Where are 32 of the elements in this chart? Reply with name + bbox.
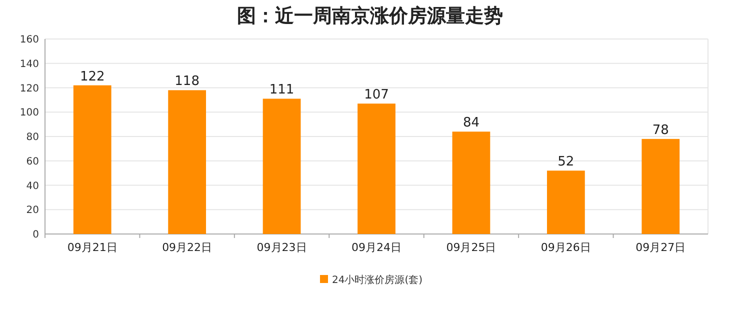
data-label: 52 <box>558 154 574 170</box>
bar <box>73 85 112 234</box>
bar <box>262 98 301 234</box>
x-tick-label: 09月24日 <box>352 241 402 254</box>
x-tick-label: 09月21日 <box>67 241 118 254</box>
y-tick-label: 100 <box>20 108 39 119</box>
chart-title: 图：近一周南京涨价房源量走势 <box>237 5 503 27</box>
y-tick-label: 20 <box>26 205 39 216</box>
bar <box>546 170 585 234</box>
bar <box>358 104 396 234</box>
data-label: 107 <box>364 88 389 103</box>
bar <box>452 132 490 234</box>
y-tick-label: 40 <box>26 180 39 192</box>
x-tick-label: 09月27日 <box>636 241 686 254</box>
bar <box>168 90 206 234</box>
y-tick-label: 0 <box>32 230 39 240</box>
data-label: 118 <box>174 74 200 90</box>
data-label: 111 <box>269 82 294 98</box>
data-label: 78 <box>652 122 669 138</box>
y-tick-label: 120 <box>20 83 39 94</box>
y-tick-label: 160 <box>20 34 39 46</box>
x-tick-label: 09月22日 <box>162 241 212 254</box>
y-tick-label: 80 <box>26 132 39 143</box>
x-tick-label: 09月23日 <box>256 241 307 254</box>
x-tick-label: 09月26日 <box>540 241 591 254</box>
x-tick-label: 09月25日 <box>446 241 496 254</box>
bar <box>642 138 680 234</box>
data-label: 84 <box>462 116 480 131</box>
legend-label: 24小时涨价房源(套) <box>332 274 423 286</box>
y-tick-label: 140 <box>20 58 39 70</box>
data-label: 122 <box>80 69 105 84</box>
y-tick-label: 60 <box>26 156 39 168</box>
